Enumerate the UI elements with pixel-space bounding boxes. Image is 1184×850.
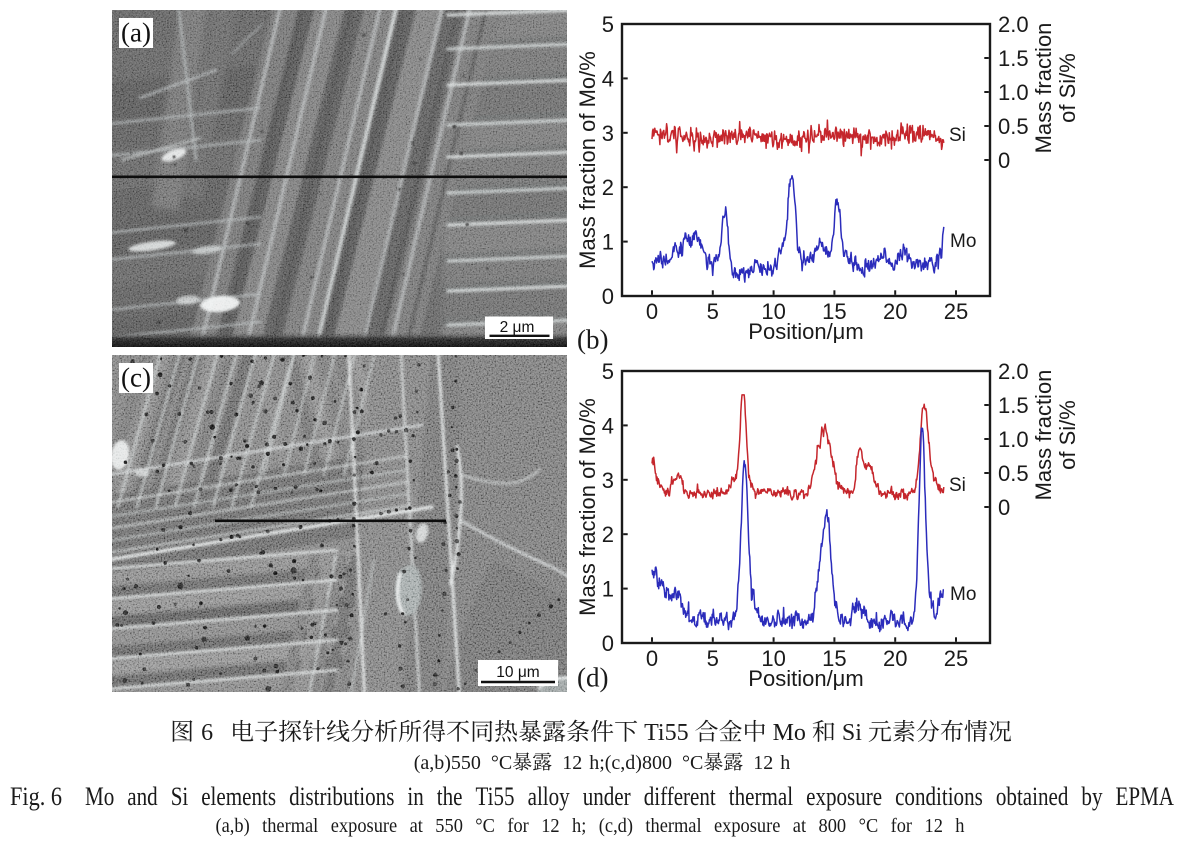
svg-text:in: in: [407, 782, 423, 811]
svg-text:Si: Si: [842, 720, 862, 746]
svg-text:20: 20: [883, 299, 907, 324]
svg-text:6: 6: [201, 720, 213, 746]
svg-text:4: 4: [602, 66, 614, 91]
svg-text:Position/μm: Position/μm: [748, 319, 863, 344]
svg-text:°C: °C: [491, 752, 512, 774]
svg-text:5: 5: [707, 646, 719, 671]
svg-text:°C: °C: [859, 815, 879, 837]
svg-text:exposure: exposure: [331, 815, 398, 837]
svg-text:distributions: distributions: [289, 782, 394, 811]
svg-text:0: 0: [646, 646, 658, 671]
svg-text:and: and: [127, 782, 157, 811]
svg-text:h: h: [955, 815, 964, 837]
svg-text:12: 12: [541, 815, 559, 837]
svg-text:(a): (a): [121, 18, 151, 48]
svg-text:2: 2: [602, 522, 614, 547]
svg-text:elements: elements: [201, 782, 276, 811]
svg-text:h: h: [780, 752, 790, 774]
svg-text:Si: Si: [949, 125, 966, 146]
svg-text:2 μm: 2 μm: [500, 319, 535, 336]
svg-text:under: under: [583, 782, 631, 811]
svg-text:10 μm: 10 μm: [496, 664, 539, 681]
svg-text:20: 20: [883, 646, 907, 671]
svg-text:Mass fraction of Mo/%: Mass fraction of Mo/%: [575, 398, 600, 616]
svg-text:conditions: conditions: [895, 782, 983, 811]
svg-text:(a,b)550: (a,b)550: [414, 752, 481, 774]
svg-text:2.0: 2.0: [998, 12, 1029, 37]
svg-text:Mass fraction of Mo/%: Mass fraction of Mo/%: [575, 51, 600, 269]
svg-text:Ti55: Ti55: [476, 782, 515, 811]
svg-text:Mo: Mo: [773, 720, 806, 746]
svg-text:Mo: Mo: [950, 231, 976, 252]
svg-text:obtained: obtained: [996, 782, 1069, 811]
svg-text:1.0: 1.0: [998, 80, 1029, 105]
svg-text:25: 25: [944, 299, 968, 324]
svg-text:10: 10: [761, 299, 785, 324]
svg-text:Fig. 6: Fig. 6: [10, 782, 62, 811]
svg-text:2.0: 2.0: [998, 359, 1029, 384]
svg-text:for: for: [507, 815, 529, 837]
svg-text:15: 15: [822, 299, 846, 324]
svg-text:5: 5: [602, 359, 614, 384]
svg-text:(c,d): (c,d): [599, 815, 633, 837]
svg-text:(c): (c): [121, 363, 151, 393]
svg-text:0.5: 0.5: [998, 461, 1029, 486]
svg-text:5: 5: [707, 299, 719, 324]
svg-text:(b): (b): [577, 325, 608, 355]
svg-text:10: 10: [761, 646, 785, 671]
svg-text:800: 800: [819, 815, 847, 837]
svg-text:alloy: alloy: [528, 782, 570, 811]
svg-text:1.0: 1.0: [998, 427, 1029, 452]
svg-text:Mo: Mo: [950, 584, 976, 605]
svg-text:for: for: [891, 815, 913, 837]
svg-text:exposure: exposure: [806, 782, 882, 811]
svg-text:Ti55: Ti55: [644, 720, 688, 746]
svg-text:Si: Si: [171, 782, 189, 811]
svg-text:by: by: [1081, 782, 1102, 811]
svg-text:15: 15: [822, 646, 846, 671]
svg-text:(d): (d): [577, 663, 608, 693]
svg-text:2: 2: [602, 175, 614, 200]
svg-text:thermal: thermal: [645, 815, 702, 837]
svg-text:at: at: [793, 815, 807, 837]
svg-text:1: 1: [602, 230, 614, 255]
svg-text:°C: °C: [682, 752, 703, 774]
svg-text:0: 0: [602, 284, 614, 309]
svg-text:0: 0: [646, 299, 658, 324]
svg-text:exposure: exposure: [714, 815, 781, 837]
svg-text:Si: Si: [949, 475, 966, 496]
svg-text:3: 3: [602, 468, 614, 493]
svg-text:at: at: [410, 815, 424, 837]
svg-text:0.5: 0.5: [998, 114, 1029, 139]
svg-text:12: 12: [562, 752, 582, 774]
svg-text:4: 4: [602, 413, 614, 438]
svg-text:0: 0: [998, 495, 1010, 520]
svg-text:1: 1: [602, 577, 614, 602]
svg-text:(a,b): (a,b): [216, 815, 250, 837]
svg-text:1.5: 1.5: [998, 393, 1029, 418]
svg-text:12: 12: [753, 752, 773, 774]
svg-text:25: 25: [944, 646, 968, 671]
svg-text:thermal: thermal: [729, 782, 793, 811]
svg-text:3: 3: [602, 121, 614, 146]
svg-text:thermal: thermal: [262, 815, 319, 837]
svg-text:EPMA: EPMA: [1116, 782, 1175, 811]
svg-text:h;: h;: [572, 815, 586, 837]
svg-text:h;(c,d)800: h;(c,d)800: [589, 752, 672, 774]
svg-text:0: 0: [998, 148, 1010, 173]
svg-text:°C: °C: [475, 815, 495, 837]
svg-text:different: different: [644, 782, 717, 811]
svg-text:1.5: 1.5: [998, 46, 1029, 71]
svg-text:0: 0: [602, 631, 614, 656]
svg-text:5: 5: [602, 12, 614, 37]
svg-text:550: 550: [435, 815, 463, 837]
svg-text:Position/μm: Position/μm: [748, 666, 863, 691]
svg-text:Mo: Mo: [85, 782, 114, 811]
svg-text:12: 12: [925, 815, 943, 837]
svg-text:the: the: [437, 782, 463, 811]
